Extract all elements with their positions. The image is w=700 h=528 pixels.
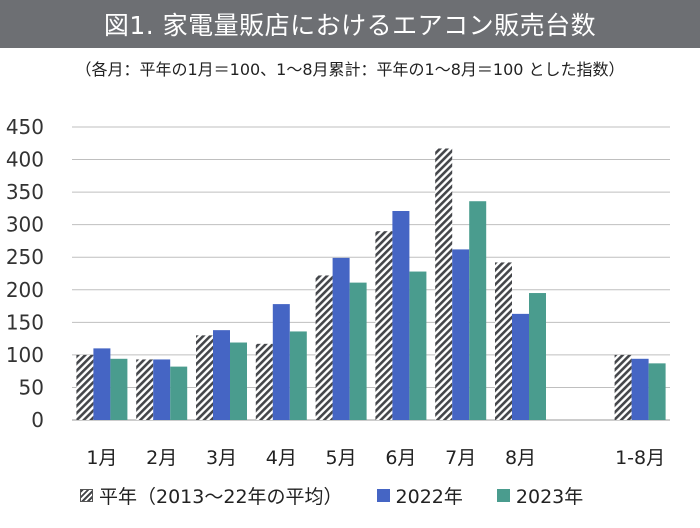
y-axis-ticks: 0 50 100 150 200 250 300 350 400 450 [6, 115, 44, 432]
legend-swatch-average [80, 488, 93, 502]
chart-title-bar: 図1. 家電量販店におけるエアコン販売台数 [0, 0, 700, 48]
y-tick-label: 350 [6, 180, 44, 204]
bar-2022 [631, 358, 649, 420]
bar-2023 [648, 363, 666, 420]
x-tick-label: 7月 [445, 447, 476, 469]
bar-average [136, 359, 154, 420]
grid-lines [72, 126, 670, 421]
bar-2023 [110, 358, 128, 420]
bars [76, 148, 666, 420]
legend-swatch-2023 [496, 488, 510, 502]
x-tick-label: 3月 [206, 447, 237, 469]
bar-average [196, 335, 213, 420]
legend-label-2023: 2023年 [515, 485, 584, 508]
y-tick-label: 250 [6, 245, 44, 269]
x-tick-label: 4月 [266, 447, 297, 469]
bar-2022 [272, 304, 290, 420]
x-tick-label: 1-8月 [615, 447, 665, 469]
bar-2022 [213, 330, 230, 420]
y-tick-label: 400 [6, 148, 44, 172]
y-tick-label: 150 [6, 310, 44, 334]
bar-2022 [332, 257, 350, 420]
legend-swatch-2022 [376, 488, 390, 502]
bar-average [76, 354, 94, 420]
bar-2022 [153, 359, 171, 420]
chart-legend: 平年（2013〜22年の平均） 2022年 2023年 [80, 480, 680, 510]
bar-average [315, 275, 333, 420]
bar-2022 [93, 348, 111, 420]
bar-2022 [392, 210, 410, 420]
bar-average [375, 231, 393, 420]
bar-2023 [289, 331, 307, 420]
legend-item-average: 平年（2013〜22年の平均） [80, 482, 343, 509]
y-tick-label: 100 [6, 343, 44, 367]
x-tick-label: 1月 [86, 447, 117, 469]
bar-average [255, 343, 273, 420]
legend-label-2022: 2022年 [395, 485, 463, 508]
bar-average [614, 354, 632, 420]
y-tick-label: 200 [6, 278, 44, 302]
x-tick-label: 5月 [326, 447, 357, 469]
legend-label-average: 平年（2013〜22年の平均） [99, 485, 343, 508]
bar-2023 [409, 271, 427, 420]
x-axis-ticks: 1月 2月 3月 4月 5月 6月 7月 8月 1-8月 [86, 447, 665, 469]
x-tick-label: 6月 [385, 447, 416, 469]
bar-2023 [469, 201, 487, 420]
chart-title: 図1. 家電量販店におけるエアコン販売台数 [103, 11, 597, 40]
bar-2022 [512, 313, 529, 420]
bar-2023 [529, 293, 546, 420]
y-tick-label: 50 [19, 375, 44, 399]
legend-item-2022: 2022年 [376, 482, 463, 509]
chart-subtitle: （各月：平年の1月＝100、1〜8月累計：平年の1〜8月＝100 とした指数） [75, 60, 625, 79]
bar-average [435, 148, 453, 420]
y-tick-label: 0 [31, 408, 44, 432]
legend-item-2023: 2023年 [496, 482, 584, 509]
x-tick-label: 2月 [146, 447, 177, 469]
bar-2023 [349, 282, 367, 420]
bar-average [495, 262, 512, 420]
y-tick-label: 450 [6, 115, 44, 139]
y-tick-label: 300 [6, 213, 44, 237]
x-tick-label: 8月 [505, 447, 536, 469]
bar-2023 [170, 366, 188, 420]
bar-2023 [230, 342, 247, 420]
bar-2022 [452, 249, 470, 420]
